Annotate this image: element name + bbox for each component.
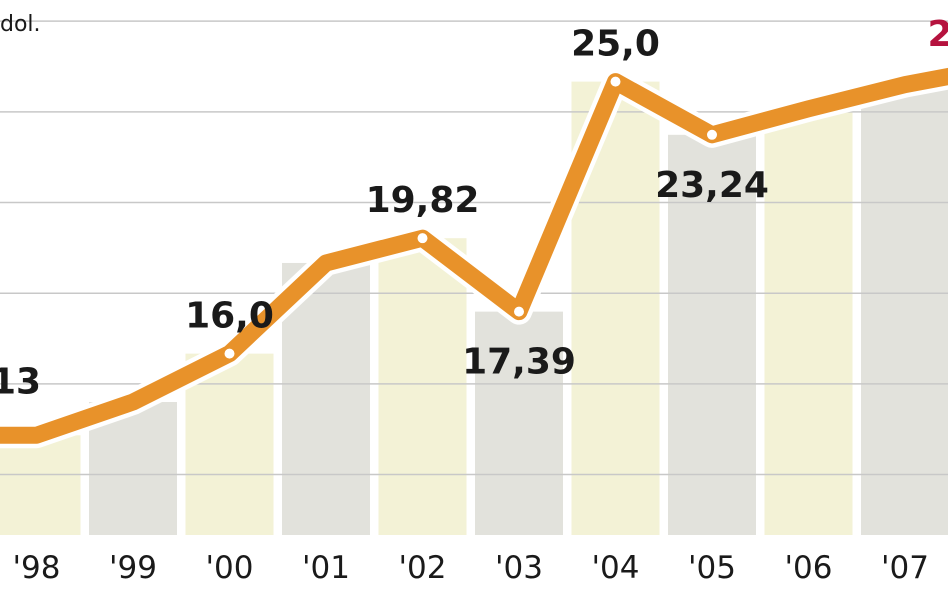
x-tick-3: '01 xyxy=(302,550,350,586)
x-tick-2: '00 xyxy=(206,550,254,586)
data-label-8: 23,24 xyxy=(655,165,769,206)
column-band-8 xyxy=(668,134,756,535)
column-bands xyxy=(0,81,948,536)
column-band-6 xyxy=(475,311,563,535)
x-tick-4: '02 xyxy=(399,550,447,586)
point-8 xyxy=(705,127,719,142)
x-tick-7: '05 xyxy=(688,550,736,586)
x-axis-ticks: '98 '99 '00 '01 '02 '03 '04 '05 '06 '07 xyxy=(13,550,929,586)
data-label-0: 13 xyxy=(0,361,41,402)
series-line xyxy=(0,63,948,449)
x-tick-6: '04 xyxy=(592,550,640,586)
x-tick-8: '06 xyxy=(785,550,833,586)
unit-label: dol. xyxy=(0,12,41,37)
series-line-stroke xyxy=(0,67,948,444)
x-tick-0: '98 xyxy=(13,550,61,586)
x-tick-5: '03 xyxy=(495,550,543,586)
point-3 xyxy=(222,346,237,361)
column-band-10 xyxy=(861,84,948,536)
data-label-11: 2 xyxy=(927,14,948,55)
column-band-9 xyxy=(764,108,853,535)
point-5 xyxy=(415,231,430,246)
data-label-3: 16,0 xyxy=(185,296,274,337)
data-points xyxy=(222,74,719,361)
x-tick-9: '07 xyxy=(881,550,929,586)
column-band-5 xyxy=(378,238,467,535)
data-label-6: 17,39 xyxy=(462,342,576,383)
data-label-5: 19,82 xyxy=(366,180,480,221)
point-7 xyxy=(608,74,623,89)
data-labels: 13 16,0 19,82 17,39 25,0 23,24 2 xyxy=(0,14,948,402)
column-band-1 xyxy=(0,435,81,535)
point-6 xyxy=(512,304,526,319)
x-tick-1: '99 xyxy=(109,550,157,586)
data-label-7: 25,0 xyxy=(571,24,660,65)
